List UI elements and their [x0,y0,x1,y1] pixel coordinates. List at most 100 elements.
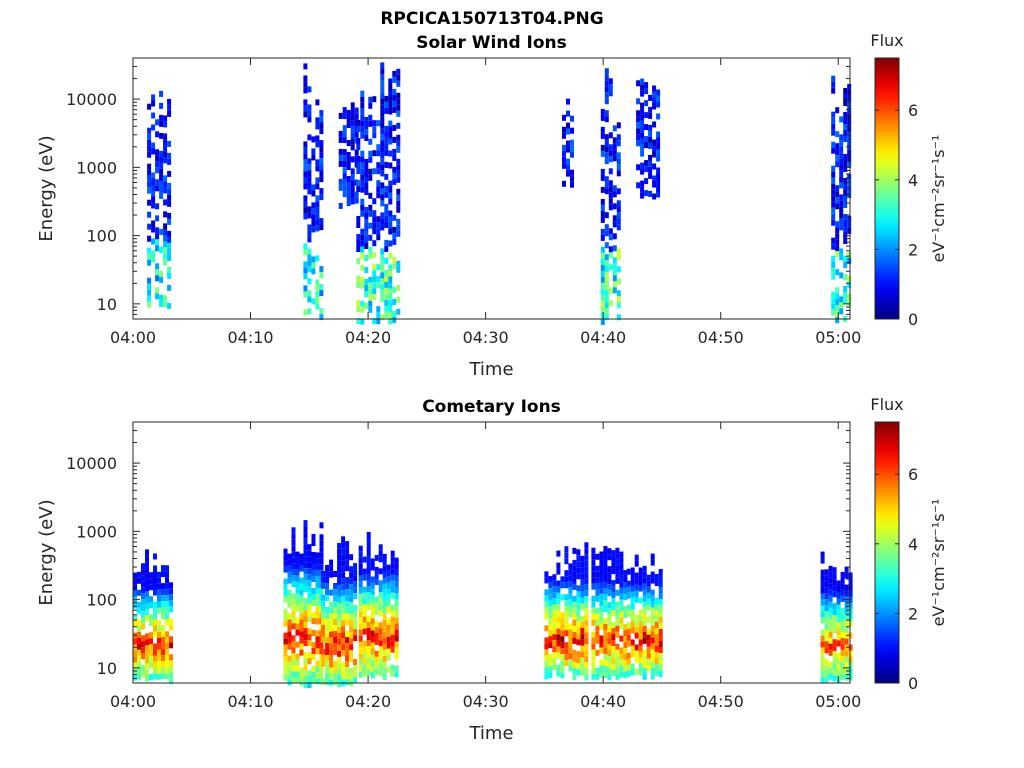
spectrogram-cell [386,582,391,589]
spectrogram-cell [342,173,347,180]
spectrogram-cell [303,610,308,617]
colorbar [874,57,900,320]
spectrogram-cell [291,593,296,600]
spectrogram-cell [847,161,852,168]
spectrogram-cell [584,554,589,561]
spectrogram-cell [370,588,375,595]
spectrogram-cell [604,302,609,309]
spectrogram-cell [840,595,845,602]
spectrogram-cell [353,581,358,588]
spectrogram-cell [646,652,651,659]
spectrogram-cell [616,278,621,285]
spectrogram-cell [640,114,645,121]
spectrogram-cell [311,666,316,672]
spectrogram-cell [342,113,347,120]
spectrogram-cell [835,131,840,138]
spectrogram-cell [388,288,393,295]
spectrogram-cell [366,532,371,538]
spectrogram-cell [333,679,338,685]
spectrogram-cell [333,595,338,601]
spectrogram-cell [832,645,837,652]
y-tick-label: 100 [86,591,117,610]
spectrogram-cell [544,571,549,578]
spectrogram-cell [603,666,608,672]
spectrogram-cell [380,212,385,219]
spectrogram-cell [646,664,651,671]
spectrogram-cell [319,110,324,117]
spectrogram-cell [349,638,354,645]
spectrogram-cell [831,129,836,136]
spectrogram-cell [341,536,346,543]
spectrogram-cell [638,585,643,592]
spectrogram-cell [607,668,612,675]
spectrogram-cell [840,607,845,614]
spectrogram-cell [153,649,157,656]
spectrogram-cell [847,227,852,234]
spectrogram-cell [337,632,342,639]
spectrogram-cell [839,206,844,213]
spectrogram-cell [380,86,385,93]
spectrogram-cell [580,585,585,592]
spectrogram-cell [600,258,605,265]
spectrogram-cell [612,281,617,288]
spectrogram-cell [604,74,609,81]
spectrogram-cell [394,605,399,612]
spectrogram-cell [384,221,389,228]
spectrogram-cell [329,673,334,680]
spectrogram-cell [325,649,330,655]
spectrogram-cell [384,203,389,210]
spectrogram-cell [141,611,145,618]
spectrogram-cell [394,665,399,672]
spectrogram-cell [835,251,840,258]
spectrogram-cell [329,643,334,650]
spectrogram-cell [338,148,343,155]
spectrogram-cell [346,194,351,200]
spectrogram-cell [831,267,836,274]
spectrogram-cell [360,234,365,241]
spectrogram-cell [835,311,840,318]
spectrogram-cell [544,625,549,632]
spectrogram-cell [386,594,391,601]
spectrogram-cell [303,105,308,112]
spectrogram-cell [372,252,377,259]
spectrogram-cell [572,601,577,608]
spectrogram-cell [147,127,152,134]
spectrogram-cell [564,552,569,559]
spectrogram-cell [835,197,840,204]
spectrogram-cell [153,565,157,572]
spectrogram-cell [615,619,620,626]
spectrogram-cell [153,619,157,626]
spectrogram-cell [356,168,361,174]
spectrogram-cell [380,152,385,159]
spectrogram-cell [595,625,600,632]
spectrogram-cell [353,563,358,570]
spectrogram-cell [370,630,375,637]
spectrogram-cell [341,662,346,669]
spectrogram-cell [636,80,641,87]
spectrogram-cell [376,162,381,169]
spectrogram-cell [362,664,367,671]
spectrogram-cell [141,599,145,606]
spectrogram-cell [376,120,381,127]
spectrogram-cell [133,578,137,585]
spectrogram-cell [368,120,373,127]
spectrogram-cell [374,578,379,585]
spectrogram-cell [568,665,573,672]
spectrogram-cell [149,638,153,645]
spectrogram-cell [325,619,330,625]
spectrogram-cell [382,577,387,584]
spectrogram-cell [360,90,365,97]
spectrogram-cell [321,624,326,631]
spectrogram-cell [599,551,604,558]
spectrogram-cell [287,601,292,608]
spectrogram-cell [161,667,165,674]
spectrogram-cell [360,126,365,133]
spectrogram-cell [623,576,628,583]
spectrogram-cell [390,550,395,557]
spectrogram-cell [303,538,308,545]
spectrogram-cell [349,668,354,675]
spectrogram-cell [824,593,829,600]
spectrogram-cell [652,85,657,92]
spectrogram-cell [283,560,288,567]
spectrogram-cell [382,589,387,596]
